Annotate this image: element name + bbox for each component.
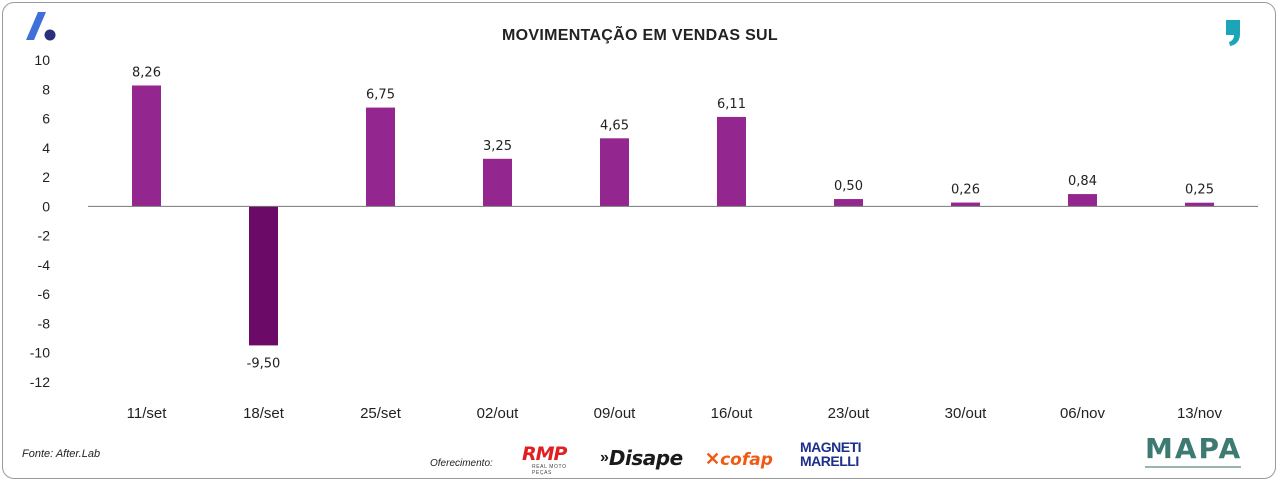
cofap-logo: ✕cofap <box>705 449 773 470</box>
source-note: Fonte: After.Lab <box>22 448 101 460</box>
data-label: 3,25 <box>483 139 512 154</box>
bar-11-set <box>132 85 161 207</box>
sponsor-label: Oferecimento: <box>430 458 493 469</box>
x-tick-label: 16/out <box>711 405 754 422</box>
y-tick-label: -6 <box>38 286 51 302</box>
data-label: -9,50 <box>247 356 281 371</box>
bars <box>132 85 1214 346</box>
bar-30-out <box>951 202 980 207</box>
bar-02-out <box>483 158 512 207</box>
x-tick-label: 23/out <box>828 405 871 422</box>
magneti-marelli-logo: MAGNETI MARELLI <box>800 440 862 469</box>
chart-title: MOVIMENTAÇÃO EM VENDAS SUL <box>502 27 778 44</box>
bar-16-out <box>717 116 746 207</box>
x-tick-label: 25/set <box>360 405 402 422</box>
quote-icon <box>1226 20 1240 46</box>
data-label: 0,84 <box>1068 174 1097 189</box>
bar-13-nov <box>1185 202 1214 207</box>
x-tick-label: 06/nov <box>1060 405 1106 422</box>
bar-06-nov <box>1068 194 1097 207</box>
bar-23-out <box>834 199 863 207</box>
x-tick-label: 11/set <box>127 405 168 422</box>
y-tick-label: -4 <box>38 257 51 273</box>
y-tick-label: 6 <box>42 111 50 127</box>
x-tick-label: 30/out <box>945 405 988 422</box>
y-tick-label: -12 <box>30 374 50 390</box>
disape-logo: »Disape <box>600 446 683 470</box>
y-tick-label: -2 <box>38 228 51 244</box>
y-tick-label: 4 <box>42 140 50 156</box>
data-label: 4,65 <box>600 118 629 133</box>
data-label: 0,25 <box>1185 183 1214 198</box>
data-labels: 8,26 -9,50 6,75 3,25 4,65 6,11 0,50 0,26 0,84 0,2… <box>132 65 1214 371</box>
x-tick-label: 02/out <box>477 405 520 422</box>
x-axis: 11/set 18/set 25/set 02/out 09/out 16/out 23/o… <box>127 405 1223 422</box>
mapa-logo: MAPA <box>1145 434 1245 474</box>
brand-logo-icon <box>26 12 56 41</box>
data-label: 6,75 <box>366 88 395 103</box>
y-tick-label: -10 <box>30 345 50 361</box>
data-label: 8,26 <box>132 65 161 80</box>
bar-18-set <box>249 206 278 346</box>
x-tick-label: 18/set <box>243 405 285 422</box>
y-tick-label: -8 <box>38 315 51 331</box>
x-tick-label: 09/out <box>594 405 637 422</box>
y-tick-label: 8 <box>42 81 50 97</box>
rmp-logo: RMP REAL MOTO PEÇAS <box>522 443 567 476</box>
bar-09-out <box>600 138 629 207</box>
y-tick-label: 2 <box>42 169 50 185</box>
data-label: 0,26 <box>951 183 980 198</box>
data-label: 0,50 <box>834 179 863 194</box>
bar-25-set <box>366 107 395 207</box>
y-tick-label: 10 <box>34 52 50 68</box>
x-tick-label: 13/nov <box>1177 405 1223 422</box>
y-axis: 10 8 6 4 2 0 -2 -4 -6 -8 -10 -12 <box>30 52 50 390</box>
data-label: 6,11 <box>717 97 746 112</box>
y-tick-label: 0 <box>42 198 50 214</box>
